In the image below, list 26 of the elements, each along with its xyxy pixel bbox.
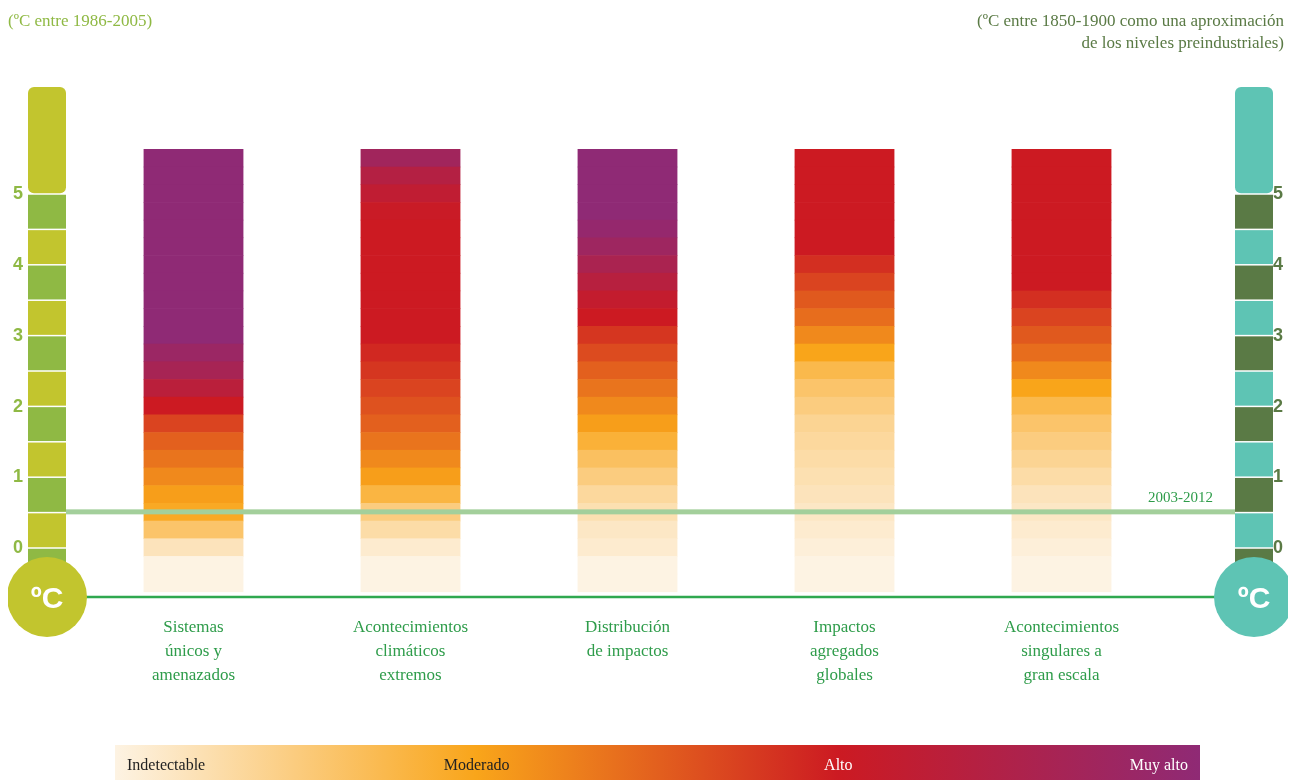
x-tick-label: Impactos agregados globales (810, 617, 879, 684)
text: ºC (30, 581, 64, 614)
x-tick-label: Acontecimientos climáticos extremos (352, 617, 469, 684)
x-tick-label: Acontecimientos singulares a gran escala (1003, 617, 1120, 684)
y2-tick-label: 4 (1272, 254, 1283, 275)
color-bar-label: Moderado (443, 756, 510, 773)
y-tick-label: 0 (13, 537, 24, 558)
y2-tick-label: 5 (1272, 183, 1283, 204)
annotation: 2003-2012 (1148, 488, 1213, 505)
y-tick-label: 2 (13, 395, 24, 416)
y2-tick-label: 2 (1272, 395, 1283, 416)
y2-tick-label: 3 (1272, 324, 1283, 345)
color-bar-label: Muy alto (1129, 756, 1188, 774)
y2-tick-label: 1 (1272, 466, 1283, 487)
text: (ºC entre 1986-2005) (8, 11, 153, 30)
y-tick-label: 3 (13, 324, 24, 345)
x-tick-label: Sistemas únicos y amenazados (151, 617, 236, 684)
color-bar-label: Alto (824, 756, 853, 773)
y-tick-label: 5 (13, 183, 24, 204)
text: (ºC entre 1850-1900 como una aproximación de los niveles preindustriales) (977, 11, 1285, 52)
y-tick-label: 1 (13, 466, 24, 487)
text: ºC (1237, 581, 1271, 614)
y-tick-label: 4 (13, 254, 24, 275)
y2-tick-label: 0 (1272, 537, 1283, 558)
x-tick-label: Distribución de impactos (585, 617, 671, 660)
color-bar-label: Indetectable (127, 756, 206, 773)
